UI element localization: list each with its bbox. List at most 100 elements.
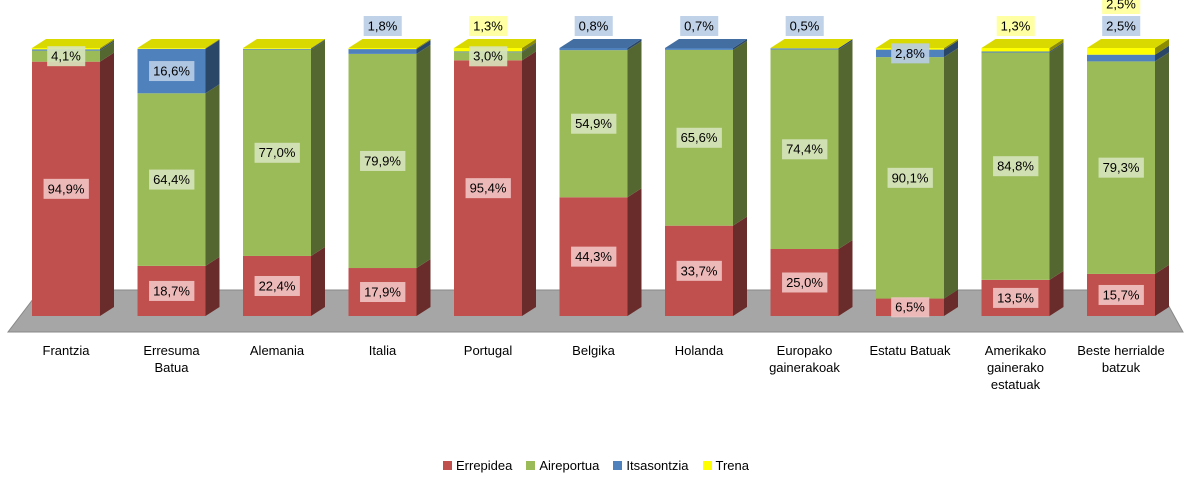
legend-item: Trena — [702, 458, 749, 473]
label-bg — [571, 246, 617, 267]
x-tick-label: Belgika — [572, 343, 615, 358]
data-label: 0,5% — [790, 18, 820, 33]
data-label: 0,7% — [684, 18, 714, 33]
bar-side — [522, 51, 536, 316]
x-tick-label: Erresuma Batua — [143, 343, 200, 375]
bar-segment — [981, 48, 1050, 52]
bar-top — [770, 39, 853, 48]
bar-top — [559, 39, 642, 48]
label-bg — [1102, 16, 1141, 36]
bar-side — [733, 39, 747, 50]
label-bg — [469, 16, 508, 36]
label-bg — [469, 46, 508, 67]
data-label: 6,5% — [895, 300, 925, 315]
data-label: 15,7% — [1103, 287, 1140, 302]
label-bg — [43, 178, 89, 199]
bar-top — [1087, 39, 1169, 48]
bar-side — [100, 40, 114, 51]
data-label: 84,8% — [997, 159, 1034, 174]
bar-side — [944, 289, 958, 316]
bar-top — [32, 39, 114, 48]
bar-segment — [243, 48, 311, 50]
bar-side — [416, 44, 431, 269]
label-bg — [1098, 157, 1144, 178]
data-label: 77,0% — [259, 145, 296, 160]
bar-side — [522, 43, 536, 61]
data-label: 44,3% — [575, 249, 612, 264]
data-label: 74,4% — [786, 142, 823, 157]
bar-side — [838, 40, 853, 249]
x-tick-label: Italia — [368, 343, 397, 358]
bar-side — [311, 246, 325, 316]
bar-side — [944, 39, 958, 50]
bar-side — [311, 39, 325, 50]
data-label: 22,4% — [259, 278, 296, 293]
bar-side — [416, 40, 431, 54]
data-label: 90,1% — [892, 170, 929, 185]
data-label: 16,6% — [153, 63, 190, 78]
bar-top — [665, 39, 747, 48]
label-bg — [891, 297, 930, 318]
bar-top — [454, 39, 536, 48]
bar-top — [348, 39, 431, 48]
bar-side — [1155, 264, 1169, 316]
data-label: 18,7% — [153, 283, 190, 298]
legend-swatch — [613, 461, 623, 470]
bar-segment — [1087, 48, 1155, 55]
data-label: 95,4% — [470, 181, 507, 196]
label-bg — [676, 260, 722, 281]
label-bg — [993, 156, 1039, 177]
bar-side — [205, 39, 220, 49]
x-tick-label: Holanda — [674, 343, 724, 358]
label-bg — [680, 16, 719, 36]
bar-segment — [770, 48, 839, 50]
bar-side — [311, 39, 325, 49]
label-bg — [254, 275, 300, 296]
bar-side — [1155, 39, 1169, 55]
bar-segment — [1087, 54, 1155, 62]
bar-segment — [665, 48, 733, 50]
bar-side — [733, 216, 747, 316]
data-label: 13,5% — [997, 290, 1034, 305]
data-label: 0,8% — [579, 18, 609, 33]
label-bg — [149, 61, 195, 82]
legend: Errepidea Aireportua Itsasontzia Trena — [0, 458, 1192, 473]
data-label: 1,3% — [1001, 18, 1031, 33]
bar-side — [205, 39, 220, 94]
legend-swatch — [702, 461, 712, 470]
legend-label: Aireportua — [539, 458, 600, 473]
bar-side — [522, 42, 536, 53]
bar-top — [137, 39, 220, 48]
bar-side — [838, 39, 853, 49]
x-tick-label: Europako gainerakoak — [769, 343, 840, 375]
label-bg — [1098, 284, 1144, 305]
legend-swatch — [443, 461, 452, 470]
legend-label: Itsasontzia — [626, 458, 689, 473]
data-label: 4,1% — [51, 49, 81, 64]
data-label: 2,5% — [1106, 0, 1136, 11]
data-label: 17,9% — [364, 284, 401, 299]
x-tick-label: Estatu Batuak — [869, 343, 951, 358]
data-label: 33,7% — [681, 263, 718, 278]
legend-item: Errepidea — [443, 458, 512, 473]
bar-segment — [348, 48, 417, 50]
legend-item: Aireportua — [526, 458, 599, 473]
bar-side — [205, 256, 220, 316]
legend-item: Itsasontzia — [613, 458, 689, 473]
bar-segment — [559, 48, 628, 51]
data-label: 3,0% — [473, 49, 503, 64]
label-bg — [254, 142, 300, 163]
label-bg — [1102, 0, 1141, 14]
bar-segment — [348, 49, 417, 54]
bar-side — [627, 188, 642, 316]
label-bg — [785, 16, 824, 36]
label-bg — [996, 16, 1035, 36]
label-bg — [465, 178, 511, 199]
x-tick-label: Beste herrialde batzuk — [1077, 343, 1165, 375]
label-bg — [887, 167, 933, 188]
bar-side — [944, 48, 958, 299]
data-label: 65,6% — [681, 130, 718, 145]
label-bg — [571, 113, 617, 134]
label-bg — [676, 127, 722, 148]
